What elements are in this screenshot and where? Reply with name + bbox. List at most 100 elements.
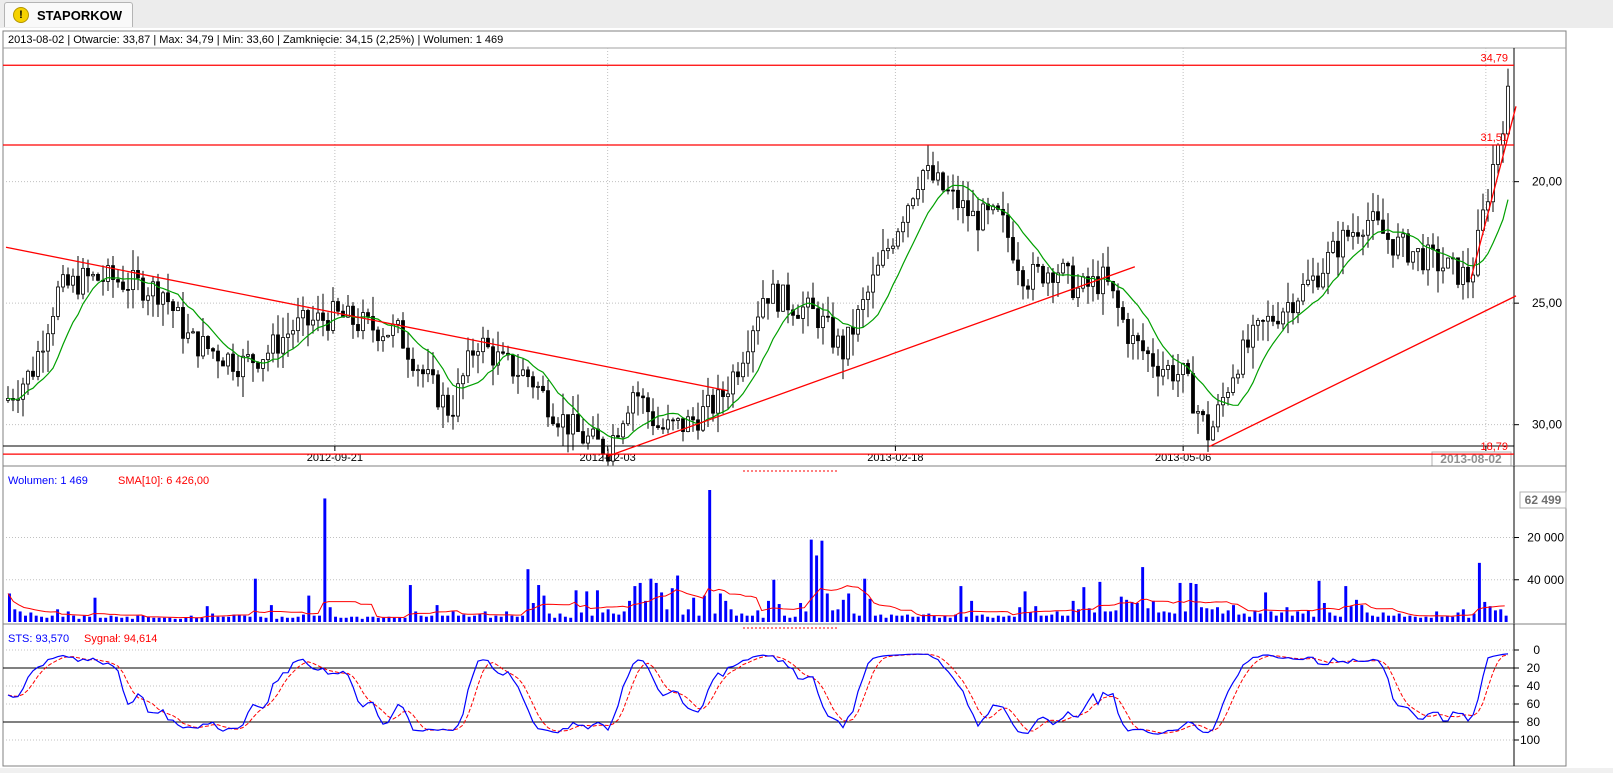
candle-body	[731, 371, 735, 395]
volume-bar	[1354, 599, 1358, 622]
candle-body	[156, 281, 160, 305]
candle-body	[1126, 319, 1130, 344]
volume-bar	[986, 616, 990, 622]
candle-body	[546, 390, 550, 418]
volume-bar	[606, 609, 610, 622]
candle-body	[1276, 320, 1280, 325]
candle-body	[1206, 414, 1210, 441]
volume-bar	[1039, 615, 1043, 622]
candle-body	[146, 295, 150, 301]
candle-body	[326, 320, 330, 331]
volume-bar	[510, 615, 514, 622]
volume-bar	[1012, 616, 1016, 622]
volume-bar	[996, 615, 1000, 622]
candle-body	[1381, 219, 1385, 234]
candle-body	[1111, 281, 1115, 292]
candle-body	[1161, 369, 1165, 377]
volume-bar	[1312, 616, 1316, 622]
candle-body	[846, 326, 850, 360]
candle-body	[706, 394, 710, 408]
level-label: 34,79	[1480, 52, 1508, 64]
candle-body	[1426, 244, 1430, 271]
candle-body	[561, 414, 565, 428]
candle-body	[1396, 236, 1400, 256]
candle-body	[826, 315, 830, 318]
volume-bar	[1274, 615, 1278, 622]
volume-bar	[328, 607, 332, 622]
tab-label: STAPORKOW	[37, 7, 122, 23]
candle-body	[461, 375, 465, 385]
volume-bar	[1296, 611, 1300, 622]
candle-body	[131, 270, 135, 291]
candle-body	[41, 350, 45, 353]
volume-bar	[1162, 611, 1166, 622]
candle-body	[621, 423, 625, 438]
candle-body	[1301, 284, 1305, 302]
volume-bar	[681, 614, 685, 622]
volume-bar	[740, 613, 744, 622]
volume-bar	[756, 610, 760, 622]
volume-bar	[916, 616, 920, 622]
volume-bar	[601, 612, 605, 622]
candle-body	[481, 337, 485, 353]
volume-bar	[505, 611, 509, 622]
volume-bar	[1504, 615, 1508, 622]
candle-body	[1231, 377, 1235, 393]
chart-svg[interactable]: 2013-08-02 | Otwarcie: 33,87 | Max: 34,7…	[0, 28, 1613, 768]
candle-body	[1376, 211, 1380, 221]
sts-tick-label: 60	[1527, 697, 1541, 711]
chart-area[interactable]: 2013-08-02 | Otwarcie: 33,87 | Max: 34,7…	[0, 28, 1613, 768]
volume-bar	[1178, 582, 1182, 622]
volume-bar	[1141, 567, 1145, 622]
price-tick-label: 30,00	[1532, 418, 1562, 432]
trend-lines[interactable]	[5, 106, 1517, 457]
candle-body	[701, 406, 705, 431]
volume-bar	[392, 617, 396, 622]
volume-bar	[563, 616, 567, 622]
candle-body	[601, 438, 605, 455]
volume-bar	[1290, 615, 1294, 622]
candle-body	[841, 335, 845, 360]
candle-body	[186, 332, 190, 339]
candle-body	[66, 274, 70, 286]
candle-body	[1016, 259, 1020, 271]
volume-bar	[1205, 608, 1209, 622]
volume-bar	[1488, 606, 1492, 622]
volume-bar	[537, 585, 541, 622]
volume-bar	[713, 613, 717, 622]
volume-bar	[686, 609, 690, 622]
candle-body	[166, 292, 170, 303]
volume-bar	[334, 616, 337, 622]
candle-body	[1461, 266, 1465, 285]
candle-body	[776, 283, 780, 312]
volume-bar	[1285, 607, 1289, 622]
volume-bar	[205, 606, 209, 622]
volume-bar	[173, 618, 177, 622]
candle-body	[816, 308, 820, 329]
candle-body	[201, 336, 205, 357]
sts-line	[7, 653, 1509, 735]
candle-body	[176, 307, 180, 311]
volume-bar	[761, 617, 765, 622]
volume-bar	[1242, 613, 1246, 622]
volume-bar	[1301, 613, 1305, 622]
warning-icon: !	[13, 7, 29, 23]
candle-body	[1286, 302, 1290, 313]
candle-body	[1006, 214, 1010, 238]
volume-bar	[927, 613, 931, 622]
volume-bar	[1050, 614, 1054, 622]
tab-staporkow[interactable]: ! STAPORKOW	[4, 2, 133, 27]
volume-bar	[291, 617, 295, 622]
candle-body	[246, 354, 250, 357]
horizontal-levels[interactable]	[3, 64, 1514, 455]
volume-bar	[280, 616, 284, 622]
candle-body	[831, 316, 835, 348]
volume-bar	[863, 578, 867, 622]
candle-body	[31, 370, 35, 377]
volume-bar	[136, 615, 140, 622]
candle-body	[1216, 404, 1220, 428]
candle-body	[381, 336, 385, 342]
candle-body	[171, 301, 175, 311]
volume-bar	[398, 617, 402, 622]
level-labels: 34,79 31,51 18,79	[1480, 52, 1508, 453]
